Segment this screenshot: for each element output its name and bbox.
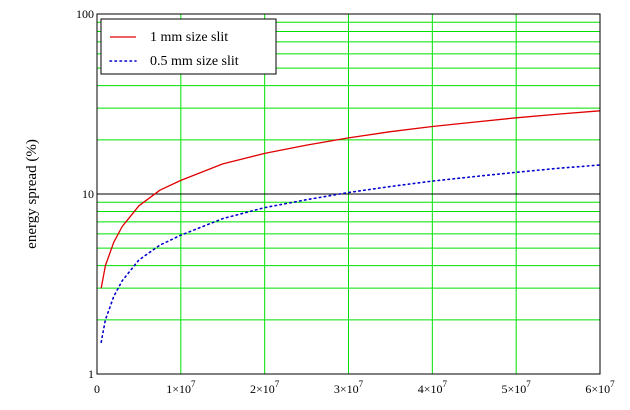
x-axis-ticks: 0 1×107 2×107 3×107 4×107 5×107 6×107 <box>94 379 615 396</box>
series-line-1 <box>100 110 601 289</box>
y-axis-label: energy spread (%) <box>24 139 40 249</box>
y-tick-label: 100 <box>76 7 94 21</box>
x-tick-label: 4×107 <box>418 379 448 396</box>
legend-label-0-5mm: 0.5 mm size slit <box>150 54 239 69</box>
series-line-2 <box>100 164 601 344</box>
x-tick-label: 5×107 <box>502 379 532 396</box>
x-tick-label: 1×107 <box>166 379 196 396</box>
series-lines <box>100 110 601 344</box>
x-tick-label: 6×107 <box>585 379 615 396</box>
x-tick-label: 0 <box>94 382 100 396</box>
grid-lines <box>97 14 600 374</box>
x-tick-label: 3×107 <box>334 379 364 396</box>
legend-box <box>100 18 277 75</box>
plot-frame <box>96 13 601 375</box>
y-tick-label: 1 <box>88 367 94 381</box>
y-tick-label: 10 <box>82 187 94 201</box>
y-axis-ticks: 1 10 100 <box>76 7 94 381</box>
legend-label-1mm: 1 mm size slit <box>150 30 228 45</box>
legend: 1 mm size slit 0.5 mm size slit <box>100 18 277 75</box>
x-tick-label: 2×107 <box>250 379 280 396</box>
